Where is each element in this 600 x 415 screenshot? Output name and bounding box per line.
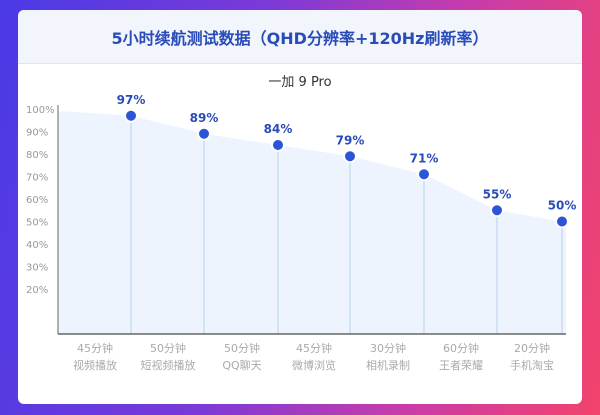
x-tick-label: 微博浏览 xyxy=(292,358,336,372)
area-fill xyxy=(58,111,566,334)
data-label: 89% xyxy=(190,111,219,125)
x-tick-label: 45分钟 xyxy=(77,341,113,355)
y-tick-label: 80% xyxy=(26,150,48,161)
x-tick-label: 手机淘宝 xyxy=(510,358,554,372)
y-tick-label: 100% xyxy=(26,105,55,116)
data-label: 55% xyxy=(483,187,512,201)
data-label: 71% xyxy=(410,151,439,165)
x-tick-label: 30分钟 xyxy=(370,341,406,355)
data-label: 97% xyxy=(117,93,146,107)
y-tick-label: 40% xyxy=(26,240,48,251)
data-point xyxy=(419,169,429,180)
x-tick-label: 短视频播放 xyxy=(141,358,196,372)
x-tick-label: 50分钟 xyxy=(224,341,260,355)
data-point xyxy=(557,216,567,227)
y-tick-label: 20% xyxy=(26,285,48,296)
data-label: 79% xyxy=(336,133,365,147)
x-tick-label: 视频播放 xyxy=(73,358,117,372)
y-tick-label: 60% xyxy=(26,195,48,206)
data-label: 50% xyxy=(548,199,577,213)
chart-title: 5小时续航测试数据（QHD分辨率+120Hz刷新率） xyxy=(111,28,489,48)
data-point xyxy=(492,205,502,216)
title-bar: 5小时续航测试数据（QHD分辨率+120Hz刷新率） xyxy=(18,10,582,64)
data-point xyxy=(345,151,355,162)
y-tick-label: 50% xyxy=(26,218,48,229)
x-tick-label: 相机录制 xyxy=(366,358,410,372)
data-point xyxy=(199,128,209,139)
y-tick-label: 70% xyxy=(26,173,48,184)
y-tick-label: 90% xyxy=(26,128,48,139)
x-tick-label: QQ聊天 xyxy=(222,358,261,372)
x-tick-label: 60分钟 xyxy=(443,341,479,355)
x-tick-label: 王者荣耀 xyxy=(439,359,483,372)
chart-subtitle: 一加 9 Pro xyxy=(268,75,331,90)
data-label: 84% xyxy=(264,122,293,136)
x-tick-label: 20分钟 xyxy=(514,341,550,355)
y-tick-label: 30% xyxy=(26,263,48,274)
x-tick-label: 50分钟 xyxy=(150,341,186,355)
data-point xyxy=(126,110,136,121)
x-tick-label: 45分钟 xyxy=(296,341,332,355)
data-point xyxy=(273,140,283,150)
